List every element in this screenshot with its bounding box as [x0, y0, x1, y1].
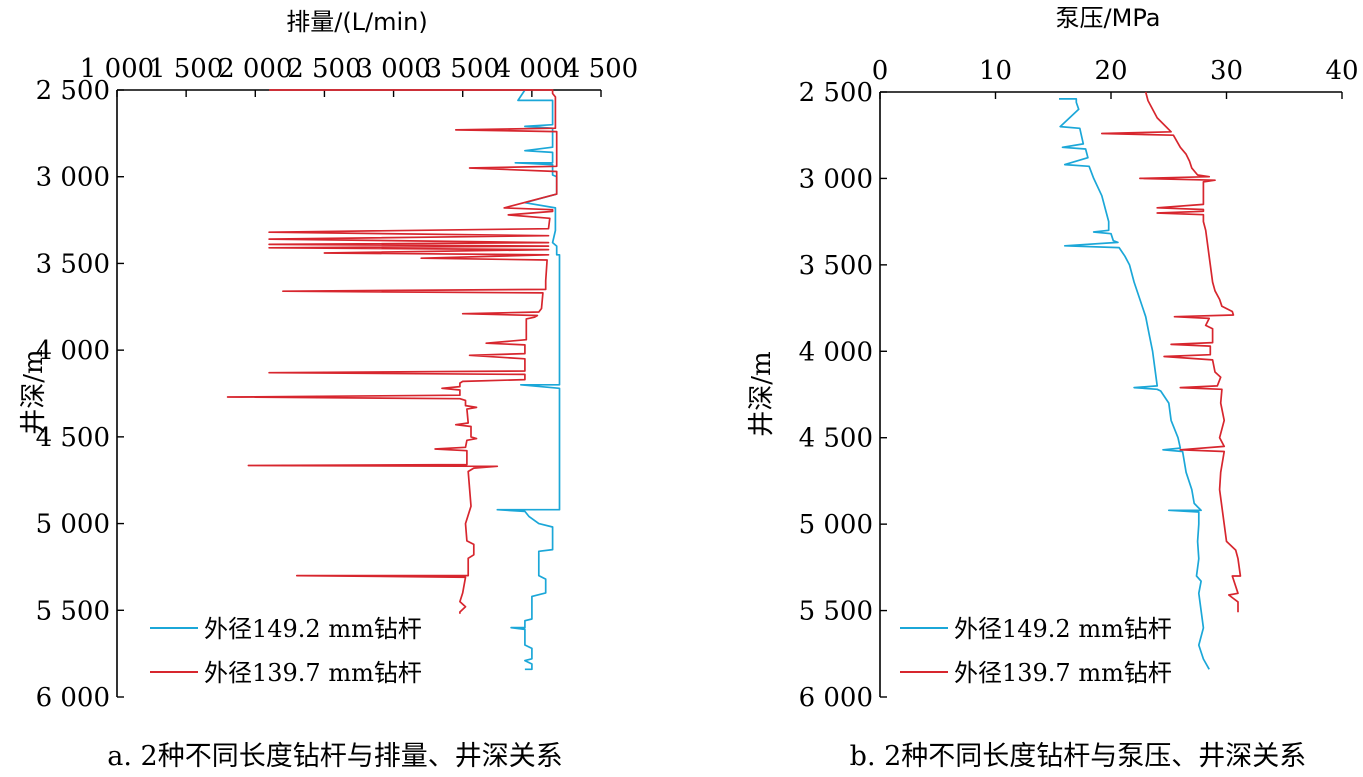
caption: a. 2种不同长度钻杆与排量、井深关系: [107, 741, 562, 772]
series-lines: [1059, 91, 1242, 670]
x-tick-label: 0: [872, 56, 889, 86]
x-tick-label: 10: [979, 56, 1012, 86]
y-axis-label: 井深/m: [19, 349, 49, 434]
y-tick-label: 5 000: [36, 510, 110, 540]
legend-label: 外径149.2 mm钻杆: [204, 615, 422, 643]
y-tick-labels: 2 500 3 000 3 500 4 000 4 500 5 000 5 500 6 000: [36, 76, 124, 713]
x-tick-label: 30: [1210, 56, 1243, 86]
y-tick-label: 5 000: [799, 510, 873, 540]
y-tick-label: 6 000: [799, 683, 873, 713]
series-line-2: [1100, 91, 1242, 613]
x-axis-label: 排量/(L/min): [286, 8, 428, 36]
y-tick-label: 4 000: [799, 337, 873, 367]
x-tick-label: 1 500: [149, 54, 223, 84]
y-tick-label: 3 500: [799, 251, 873, 281]
y-tick-label: 5 500: [799, 597, 873, 627]
legend-label: 外径139.7 mm钻杆: [204, 659, 422, 687]
legend-label: 外径149.2 mm钻杆: [954, 615, 1172, 643]
y-tick-label: 3 000: [799, 164, 873, 194]
series-line-1: [1059, 98, 1210, 670]
x-tick-label: 2 000: [218, 54, 292, 84]
chart-panel-b: 泵压/MPa 井深/m 0 10 20 30 40 2 500 3 000 3 500 4 0…: [747, 4, 1359, 772]
x-tick-label: 4 000: [495, 54, 569, 84]
x-tick-label: 40: [1325, 56, 1358, 86]
y-tick-label: 4 500: [36, 423, 110, 453]
axes: [116, 89, 601, 697]
series-line-2: [226, 89, 558, 614]
x-tick-label: 1 000: [80, 54, 154, 84]
y-axis-label: 井深/m: [747, 351, 777, 436]
x-tick-label: 4 500: [564, 54, 638, 84]
x-axis-label: 泵压/MPa: [1056, 4, 1161, 32]
y-tick-label: 3 000: [36, 163, 110, 193]
series-lines: [226, 89, 561, 671]
y-tick-label: 3 500: [36, 249, 110, 279]
y-tick-label: 6 000: [36, 683, 110, 713]
caption: b. 2种不同长度钻杆与泵压、井深关系: [850, 741, 1307, 772]
x-tick-label: 20: [1094, 56, 1127, 86]
axes: [879, 91, 1342, 697]
legend-label: 外径139.7 mm钻杆: [954, 659, 1172, 687]
y-tick-label: 5 500: [36, 596, 110, 626]
x-tick-labels: 0 10 20 30 40: [872, 56, 1359, 99]
y-tick-label: 4 000: [36, 336, 110, 366]
y-tick-label: 4 500: [799, 424, 873, 454]
y-tick-labels: 2 500 3 000 3 500 4 000 4 500 5 000 5 500 6 000: [799, 78, 887, 713]
series-line-1: [496, 89, 561, 671]
y-tick-label: 2 500: [799, 78, 873, 108]
x-tick-label: 2 500: [287, 54, 361, 84]
x-tick-label: 3 000: [356, 54, 430, 84]
x-tick-label: 3 500: [425, 54, 499, 84]
y-tick-label: 2 500: [36, 76, 110, 106]
